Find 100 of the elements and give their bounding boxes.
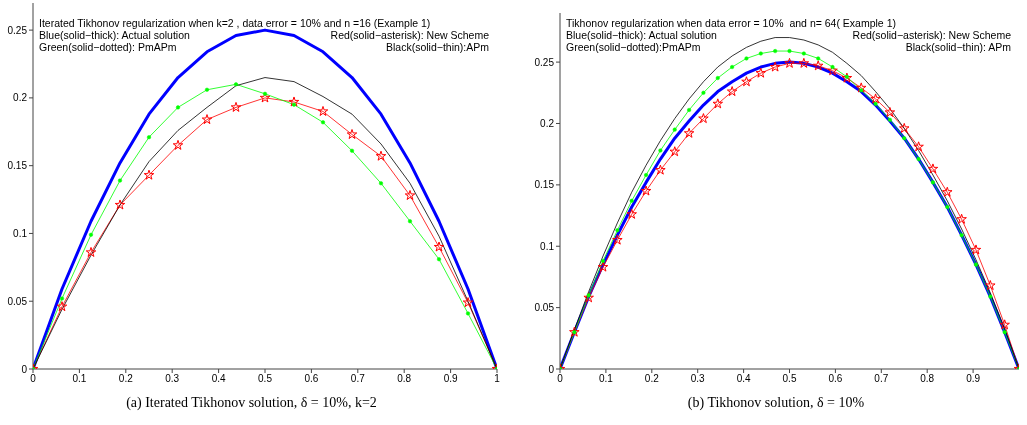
point xyxy=(88,232,94,237)
y-tick-label: 0.25 xyxy=(534,56,555,68)
point xyxy=(56,301,68,312)
point xyxy=(715,76,720,81)
x-tick-label: 0.5 xyxy=(782,373,797,385)
point xyxy=(769,61,781,72)
x-tick-label: 0.3 xyxy=(165,373,180,385)
point xyxy=(404,189,416,201)
point xyxy=(583,292,594,303)
point xyxy=(85,246,97,257)
x-tick-label: 0.6 xyxy=(304,373,319,385)
x-tick-label: 0.8 xyxy=(920,373,935,385)
text: (b) Tikhonov solution, δ = 10% xyxy=(686,395,866,411)
point xyxy=(230,101,242,112)
point xyxy=(262,91,268,96)
x-tick-label: 0.6 xyxy=(828,373,843,385)
point xyxy=(873,101,878,106)
point xyxy=(859,88,864,93)
annotation: Red(solid−asterisk): New Scheme xyxy=(852,29,1011,41)
point xyxy=(201,114,213,125)
x-tick-label: 0.4 xyxy=(736,373,751,385)
point xyxy=(758,51,763,56)
point xyxy=(916,157,921,162)
point xyxy=(407,219,413,224)
point xyxy=(959,233,964,238)
annotation: Tikhonov regularization when data error = 10% and n= 64( Example 1) xyxy=(566,17,896,29)
annotation: Blue(solid−thick): Actual solution xyxy=(39,29,190,41)
point xyxy=(698,113,709,124)
point xyxy=(117,178,123,183)
annotation: Iterated Tikhonov regularization when k=2 , data error = 10% and n =16 (Example 1) xyxy=(39,17,431,29)
point xyxy=(436,257,442,262)
y-tick-label: 0.05 xyxy=(534,302,555,314)
y-tick-label: 0.25 xyxy=(7,24,28,36)
point xyxy=(798,57,810,68)
point xyxy=(784,57,795,68)
point xyxy=(655,164,666,175)
point xyxy=(887,117,892,122)
annotation: Black(solid−thin): APm xyxy=(905,41,1011,53)
point xyxy=(701,90,706,95)
point xyxy=(899,122,910,133)
point xyxy=(375,150,387,161)
point xyxy=(172,139,184,150)
point xyxy=(744,56,749,61)
point xyxy=(988,294,993,299)
y-tick-label: 0.1 xyxy=(540,240,555,252)
point xyxy=(462,297,474,308)
point xyxy=(726,86,738,97)
point xyxy=(433,241,445,252)
point xyxy=(233,82,239,87)
point xyxy=(855,82,867,93)
point xyxy=(204,87,210,92)
point xyxy=(985,280,996,291)
point xyxy=(999,319,1010,330)
y-tick-label: 0 xyxy=(21,363,28,375)
point xyxy=(687,107,692,113)
point xyxy=(644,173,649,178)
point xyxy=(349,148,355,153)
point xyxy=(175,105,181,110)
x-tick-label: 0.5 xyxy=(258,373,273,385)
point xyxy=(658,148,663,153)
point xyxy=(913,141,924,152)
x-tick-label: 0.1 xyxy=(72,373,87,385)
point xyxy=(812,60,824,71)
point xyxy=(930,180,935,185)
point xyxy=(615,228,620,233)
point xyxy=(712,98,724,109)
x-tick-label: 0.2 xyxy=(644,373,660,385)
x-tick-label: 1 xyxy=(494,373,501,385)
point xyxy=(601,258,606,263)
point xyxy=(956,213,967,224)
text: (a) Iterated Tikhonov solution, δ = 10%, k=2 xyxy=(125,395,378,411)
point xyxy=(973,262,978,267)
annotation: Green(solid−dotted): PmAPm xyxy=(39,41,177,53)
point xyxy=(970,244,982,255)
x-tick-label: 0.7 xyxy=(350,373,366,385)
point xyxy=(870,93,881,104)
point xyxy=(378,181,384,186)
annotation: Red(solid−asterisk): New Scheme xyxy=(330,29,489,41)
point xyxy=(629,198,634,203)
point xyxy=(902,136,907,141)
x-tick-label: 0.9 xyxy=(443,373,458,385)
point xyxy=(143,169,155,180)
point xyxy=(1002,330,1007,335)
point xyxy=(884,106,896,117)
point xyxy=(741,76,752,87)
point xyxy=(672,127,677,132)
x-tick-label: 0.1 xyxy=(598,373,614,385)
point xyxy=(730,64,735,70)
point xyxy=(288,96,300,107)
point xyxy=(59,296,65,301)
x-tick-label: 0 xyxy=(557,373,564,385)
point xyxy=(465,311,471,316)
point xyxy=(569,326,580,337)
point xyxy=(114,199,126,210)
point xyxy=(773,49,778,54)
point xyxy=(612,234,623,245)
annotation: Black(solid−thin):APm xyxy=(386,41,489,53)
point xyxy=(787,49,792,54)
point xyxy=(317,105,329,116)
point xyxy=(830,64,835,70)
